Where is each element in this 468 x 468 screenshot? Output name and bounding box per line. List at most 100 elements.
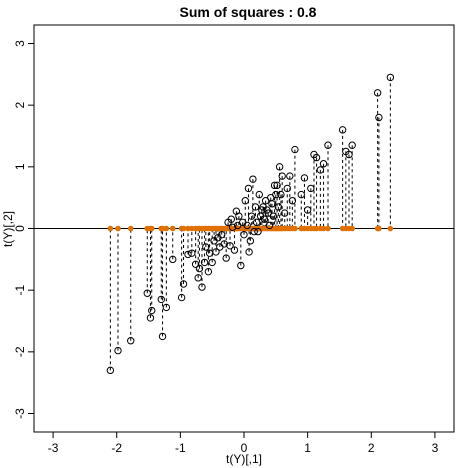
data-point [202,243,210,251]
x-tick-label: 3 [432,441,439,455]
projection-point [320,225,327,232]
data-point [373,89,382,97]
data-point [260,215,269,223]
data-points [106,73,395,375]
data-point [348,141,356,149]
projection-point [180,225,187,232]
projection-point [387,225,394,232]
y-tick-label: -3 [13,408,27,419]
data-point [198,283,206,291]
data-point [307,184,315,193]
y-tick-label: 2 [13,102,27,109]
data-point [157,295,165,304]
x-tick-label: -3 [48,441,59,455]
projection-point [349,225,355,232]
data-point [106,366,115,375]
data-point [162,303,171,312]
data-point [127,337,135,345]
x-tick-label: -1 [175,441,186,455]
chart-title: Sum of squares : 0.8 [180,4,317,20]
projection-point [325,225,331,232]
data-point [274,203,283,211]
data-point [218,230,226,239]
data-point [179,280,188,288]
data-point [312,153,321,162]
data-point [200,258,209,267]
data-point [275,163,284,171]
data-point [204,267,213,276]
data-point [288,197,297,205]
data-point [191,260,200,268]
y-axis-ticks: -3 -2 -1 0 1 2 3 [13,40,34,419]
data-point [245,248,253,256]
data-point [227,215,235,223]
data-point [270,181,279,190]
data-point [272,190,280,199]
data-point [143,289,151,297]
data-point [319,160,328,168]
data-point [273,181,281,190]
x-tick-label: 0 [241,441,248,455]
data-point [184,250,192,259]
data-point [237,261,245,270]
y-tick-label: -2 [13,346,27,357]
x-tick-label: -2 [111,441,122,455]
data-point [283,184,291,193]
data-point [269,212,277,220]
projection-point [107,225,114,232]
data-point [255,190,263,199]
data-point [316,166,325,174]
x-tick-label: 2 [368,441,375,455]
data-point [146,314,155,322]
data-point [281,209,289,217]
x-axis-ticks: -3 -2 -1 0 1 2 3 [48,432,439,455]
data-point [345,150,353,159]
data-point [195,264,204,273]
data-point [212,248,220,256]
data-point [303,206,312,214]
data-point [169,255,177,264]
data-point [243,221,251,230]
data-point [222,254,230,262]
data-point [241,197,249,205]
data-point [251,203,260,211]
y-tick-label: 1 [13,163,27,170]
data-point [177,293,186,302]
data-point [226,242,234,250]
data-point [278,172,286,180]
data-point [254,227,262,236]
data-point [230,246,239,254]
projection-point [292,225,298,232]
data-point [114,346,122,355]
projection-segments [109,77,391,371]
projection-point [376,225,382,232]
data-point [265,221,274,230]
data-point [235,212,243,220]
data-point [244,184,253,193]
data-point [297,190,305,199]
data-point [247,212,256,220]
data-point [253,218,261,227]
data-point [324,141,332,149]
projection-point [115,225,121,232]
y-tick-label: -1 [13,285,27,296]
data-point [240,230,248,239]
x-tick-label: 1 [304,441,311,455]
data-point [246,237,255,245]
projection-point [127,225,134,232]
x-axis-label: t(Y)[,1] [226,452,262,466]
data-point [228,223,237,231]
data-point [148,306,156,315]
data-point [249,175,257,183]
y-tick-label: 0 [13,225,27,232]
data-point [300,174,309,182]
projection-point [163,225,170,232]
projection-point [148,225,155,232]
data-point [286,172,294,180]
data-point [277,190,285,199]
data-point [338,126,347,134]
data-point [375,113,383,122]
data-point [250,227,258,236]
data-point [194,274,202,282]
